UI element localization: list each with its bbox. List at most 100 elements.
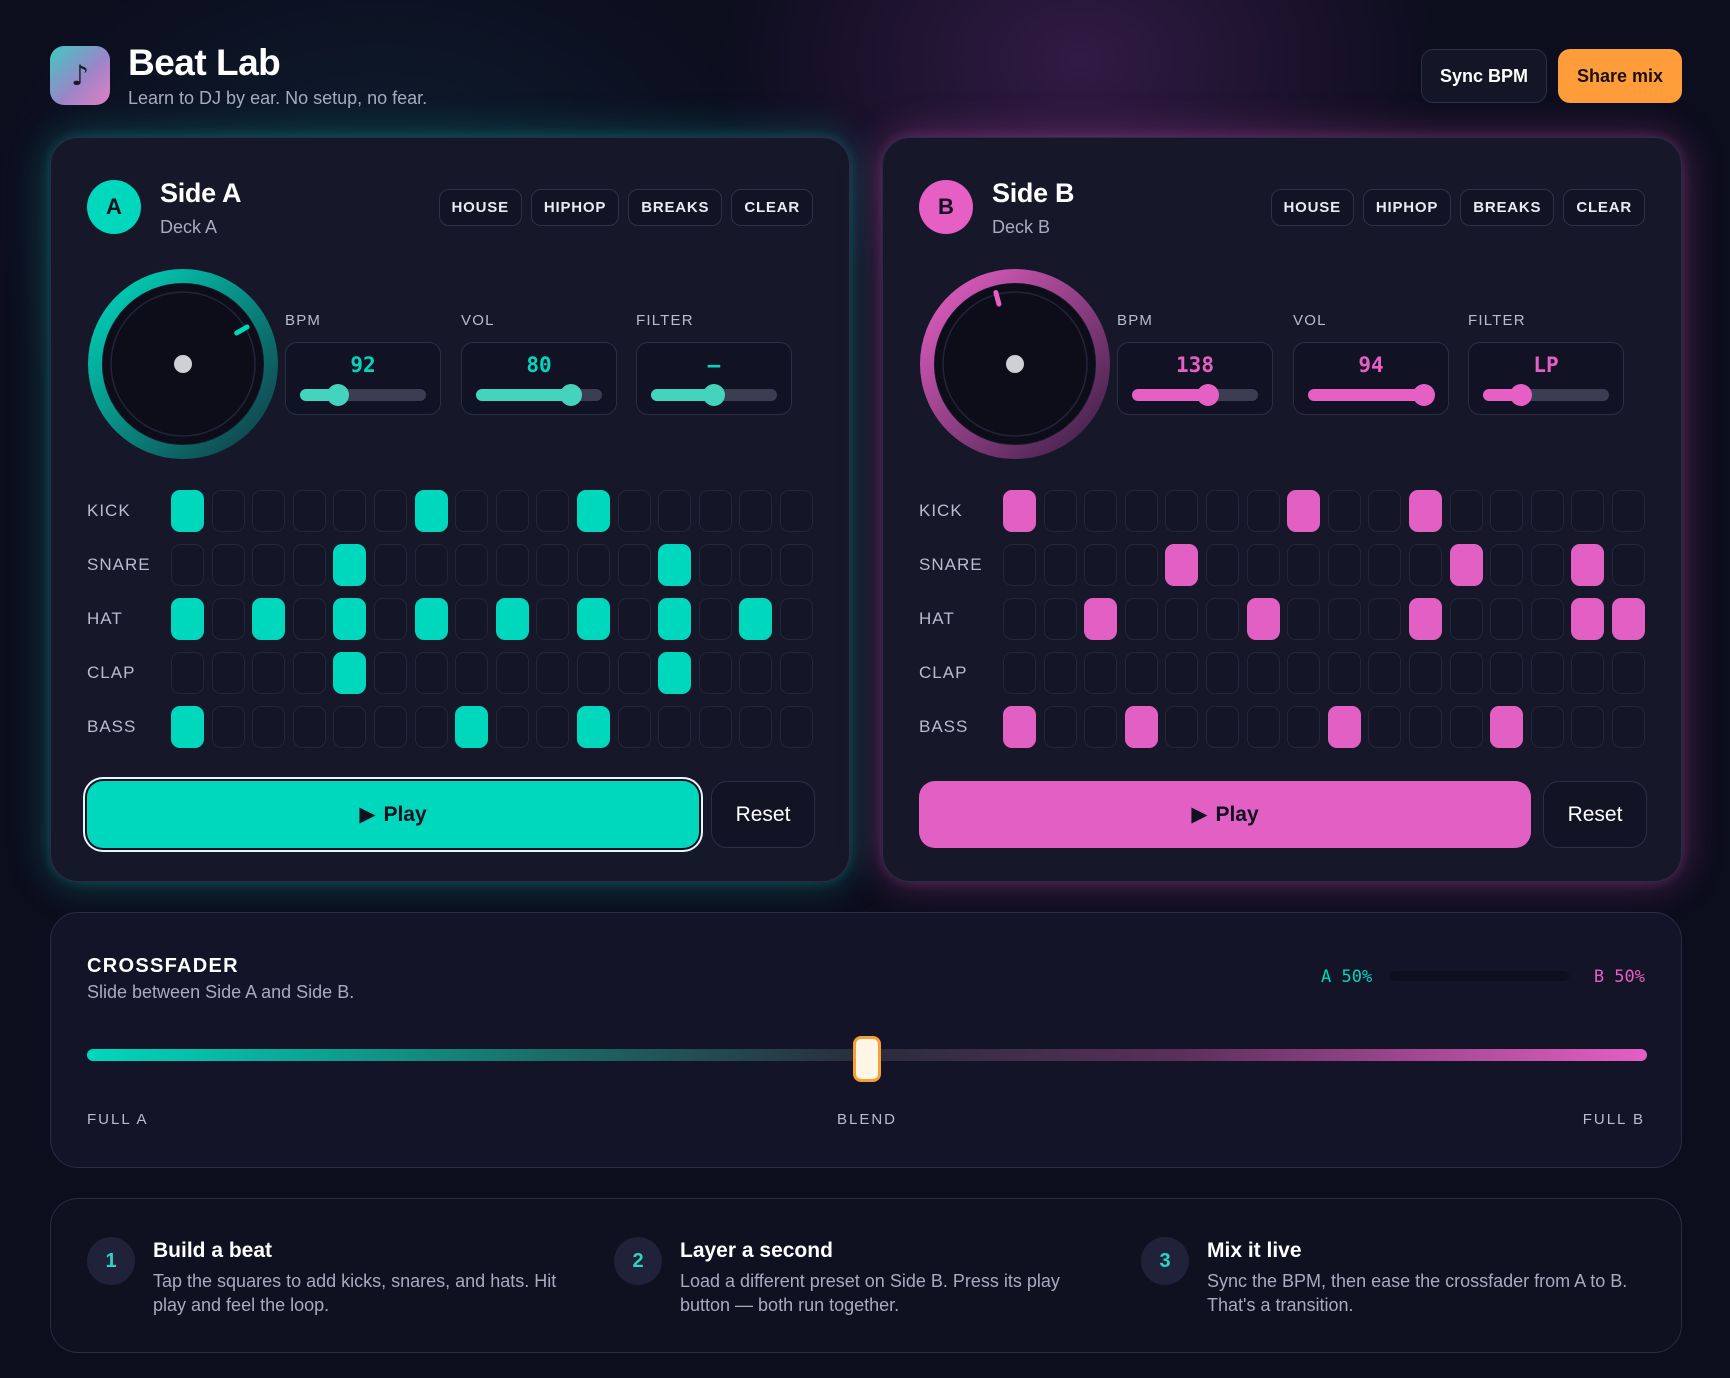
step-pad[interactable] bbox=[1206, 652, 1239, 694]
step-pad[interactable] bbox=[536, 544, 570, 586]
step-pad[interactable] bbox=[1165, 652, 1199, 694]
step-pad[interactable] bbox=[414, 544, 448, 586]
step-pad[interactable] bbox=[1409, 706, 1442, 748]
step-pad[interactable] bbox=[1571, 598, 1605, 640]
step-pad[interactable] bbox=[1490, 490, 1524, 532]
step-pad[interactable] bbox=[252, 544, 286, 586]
preset-clear-button[interactable]: CLEAR bbox=[1563, 189, 1645, 226]
step-pad[interactable] bbox=[292, 598, 326, 640]
step-pad[interactable] bbox=[1612, 544, 1645, 586]
step-pad[interactable] bbox=[780, 706, 813, 748]
step-pad[interactable] bbox=[1084, 706, 1118, 748]
step-pad[interactable] bbox=[374, 544, 407, 586]
step-pad[interactable] bbox=[414, 490, 448, 532]
step-pad[interactable] bbox=[455, 490, 489, 532]
step-pad[interactable] bbox=[252, 706, 286, 748]
step-pad[interactable] bbox=[577, 544, 610, 586]
preset-house-button[interactable]: HOUSE bbox=[1270, 189, 1354, 226]
step-pad[interactable] bbox=[1206, 598, 1239, 640]
step-pad[interactable] bbox=[617, 706, 651, 748]
step-pad[interactable] bbox=[1124, 490, 1158, 532]
step-pad[interactable] bbox=[211, 490, 245, 532]
deck-a-reset-button[interactable]: Reset bbox=[711, 781, 815, 848]
step-pad[interactable] bbox=[1530, 490, 1564, 532]
step-pad[interactable] bbox=[1368, 544, 1402, 586]
step-pad[interactable] bbox=[1327, 706, 1361, 748]
step-pad[interactable] bbox=[1612, 706, 1645, 748]
step-pad[interactable] bbox=[1327, 490, 1361, 532]
step-pad[interactable] bbox=[1124, 706, 1158, 748]
step-pad[interactable] bbox=[739, 490, 773, 532]
step-pad[interactable] bbox=[414, 652, 448, 694]
bpm-slider[interactable] bbox=[1132, 384, 1258, 406]
step-pad[interactable] bbox=[1124, 598, 1158, 640]
step-pad[interactable] bbox=[1612, 652, 1645, 694]
step-pad[interactable] bbox=[577, 490, 610, 532]
step-pad[interactable] bbox=[617, 544, 651, 586]
slider-knob[interactable] bbox=[1412, 384, 1435, 406]
step-pad[interactable] bbox=[1409, 652, 1442, 694]
step-pad[interactable] bbox=[1449, 652, 1483, 694]
step-pad[interactable] bbox=[739, 706, 773, 748]
step-pad[interactable] bbox=[1043, 598, 1077, 640]
step-pad[interactable] bbox=[171, 544, 204, 586]
step-pad[interactable] bbox=[1246, 706, 1280, 748]
step-pad[interactable] bbox=[333, 598, 367, 640]
step-pad[interactable] bbox=[698, 544, 732, 586]
step-pad[interactable] bbox=[1043, 652, 1077, 694]
step-pad[interactable] bbox=[1287, 490, 1321, 532]
deck-b-play-button[interactable]: ▶ Play bbox=[919, 781, 1531, 848]
step-pad[interactable] bbox=[1449, 598, 1483, 640]
step-pad[interactable] bbox=[495, 706, 529, 748]
step-pad[interactable] bbox=[780, 652, 813, 694]
step-pad[interactable] bbox=[171, 490, 204, 532]
step-pad[interactable] bbox=[1409, 490, 1442, 532]
step-pad[interactable] bbox=[1490, 544, 1524, 586]
step-pad[interactable] bbox=[292, 706, 326, 748]
step-pad[interactable] bbox=[536, 490, 570, 532]
step-pad[interactable] bbox=[1084, 598, 1118, 640]
step-pad[interactable] bbox=[171, 706, 204, 748]
step-pad[interactable] bbox=[1003, 706, 1036, 748]
step-pad[interactable] bbox=[658, 652, 692, 694]
step-pad[interactable] bbox=[1368, 706, 1402, 748]
step-pad[interactable] bbox=[1043, 490, 1077, 532]
step-pad[interactable] bbox=[1530, 706, 1564, 748]
step-pad[interactable] bbox=[171, 652, 204, 694]
preset-house-button[interactable]: HOUSE bbox=[438, 189, 522, 226]
step-pad[interactable] bbox=[1206, 490, 1239, 532]
step-pad[interactable] bbox=[455, 598, 489, 640]
step-pad[interactable] bbox=[698, 598, 732, 640]
preset-clear-button[interactable]: CLEAR bbox=[731, 189, 813, 226]
step-pad[interactable] bbox=[1003, 544, 1036, 586]
step-pad[interactable] bbox=[1003, 490, 1036, 532]
step-pad[interactable] bbox=[780, 598, 813, 640]
step-pad[interactable] bbox=[211, 598, 245, 640]
step-pad[interactable] bbox=[1571, 544, 1605, 586]
step-pad[interactable] bbox=[1327, 544, 1361, 586]
step-pad[interactable] bbox=[211, 544, 245, 586]
step-pad[interactable] bbox=[1409, 544, 1442, 586]
step-pad[interactable] bbox=[252, 490, 286, 532]
preset-hiphop-button[interactable]: HIPHOP bbox=[530, 189, 620, 226]
step-pad[interactable] bbox=[1124, 544, 1158, 586]
step-pad[interactable] bbox=[739, 544, 773, 586]
step-pad[interactable] bbox=[1246, 490, 1280, 532]
slider-knob[interactable] bbox=[326, 384, 349, 406]
step-pad[interactable] bbox=[1490, 652, 1524, 694]
step-pad[interactable] bbox=[1165, 706, 1199, 748]
step-pad[interactable] bbox=[1368, 598, 1402, 640]
step-pad[interactable] bbox=[1449, 490, 1483, 532]
step-pad[interactable] bbox=[658, 490, 692, 532]
step-pad[interactable] bbox=[739, 652, 773, 694]
step-pad[interactable] bbox=[698, 652, 732, 694]
step-pad[interactable] bbox=[1084, 652, 1118, 694]
step-pad[interactable] bbox=[1571, 706, 1605, 748]
step-pad[interactable] bbox=[658, 544, 692, 586]
filter-slider[interactable] bbox=[1483, 384, 1609, 406]
step-pad[interactable] bbox=[1327, 652, 1361, 694]
step-pad[interactable] bbox=[1287, 652, 1321, 694]
step-pad[interactable] bbox=[698, 490, 732, 532]
step-pad[interactable] bbox=[1206, 706, 1239, 748]
step-pad[interactable] bbox=[455, 652, 489, 694]
